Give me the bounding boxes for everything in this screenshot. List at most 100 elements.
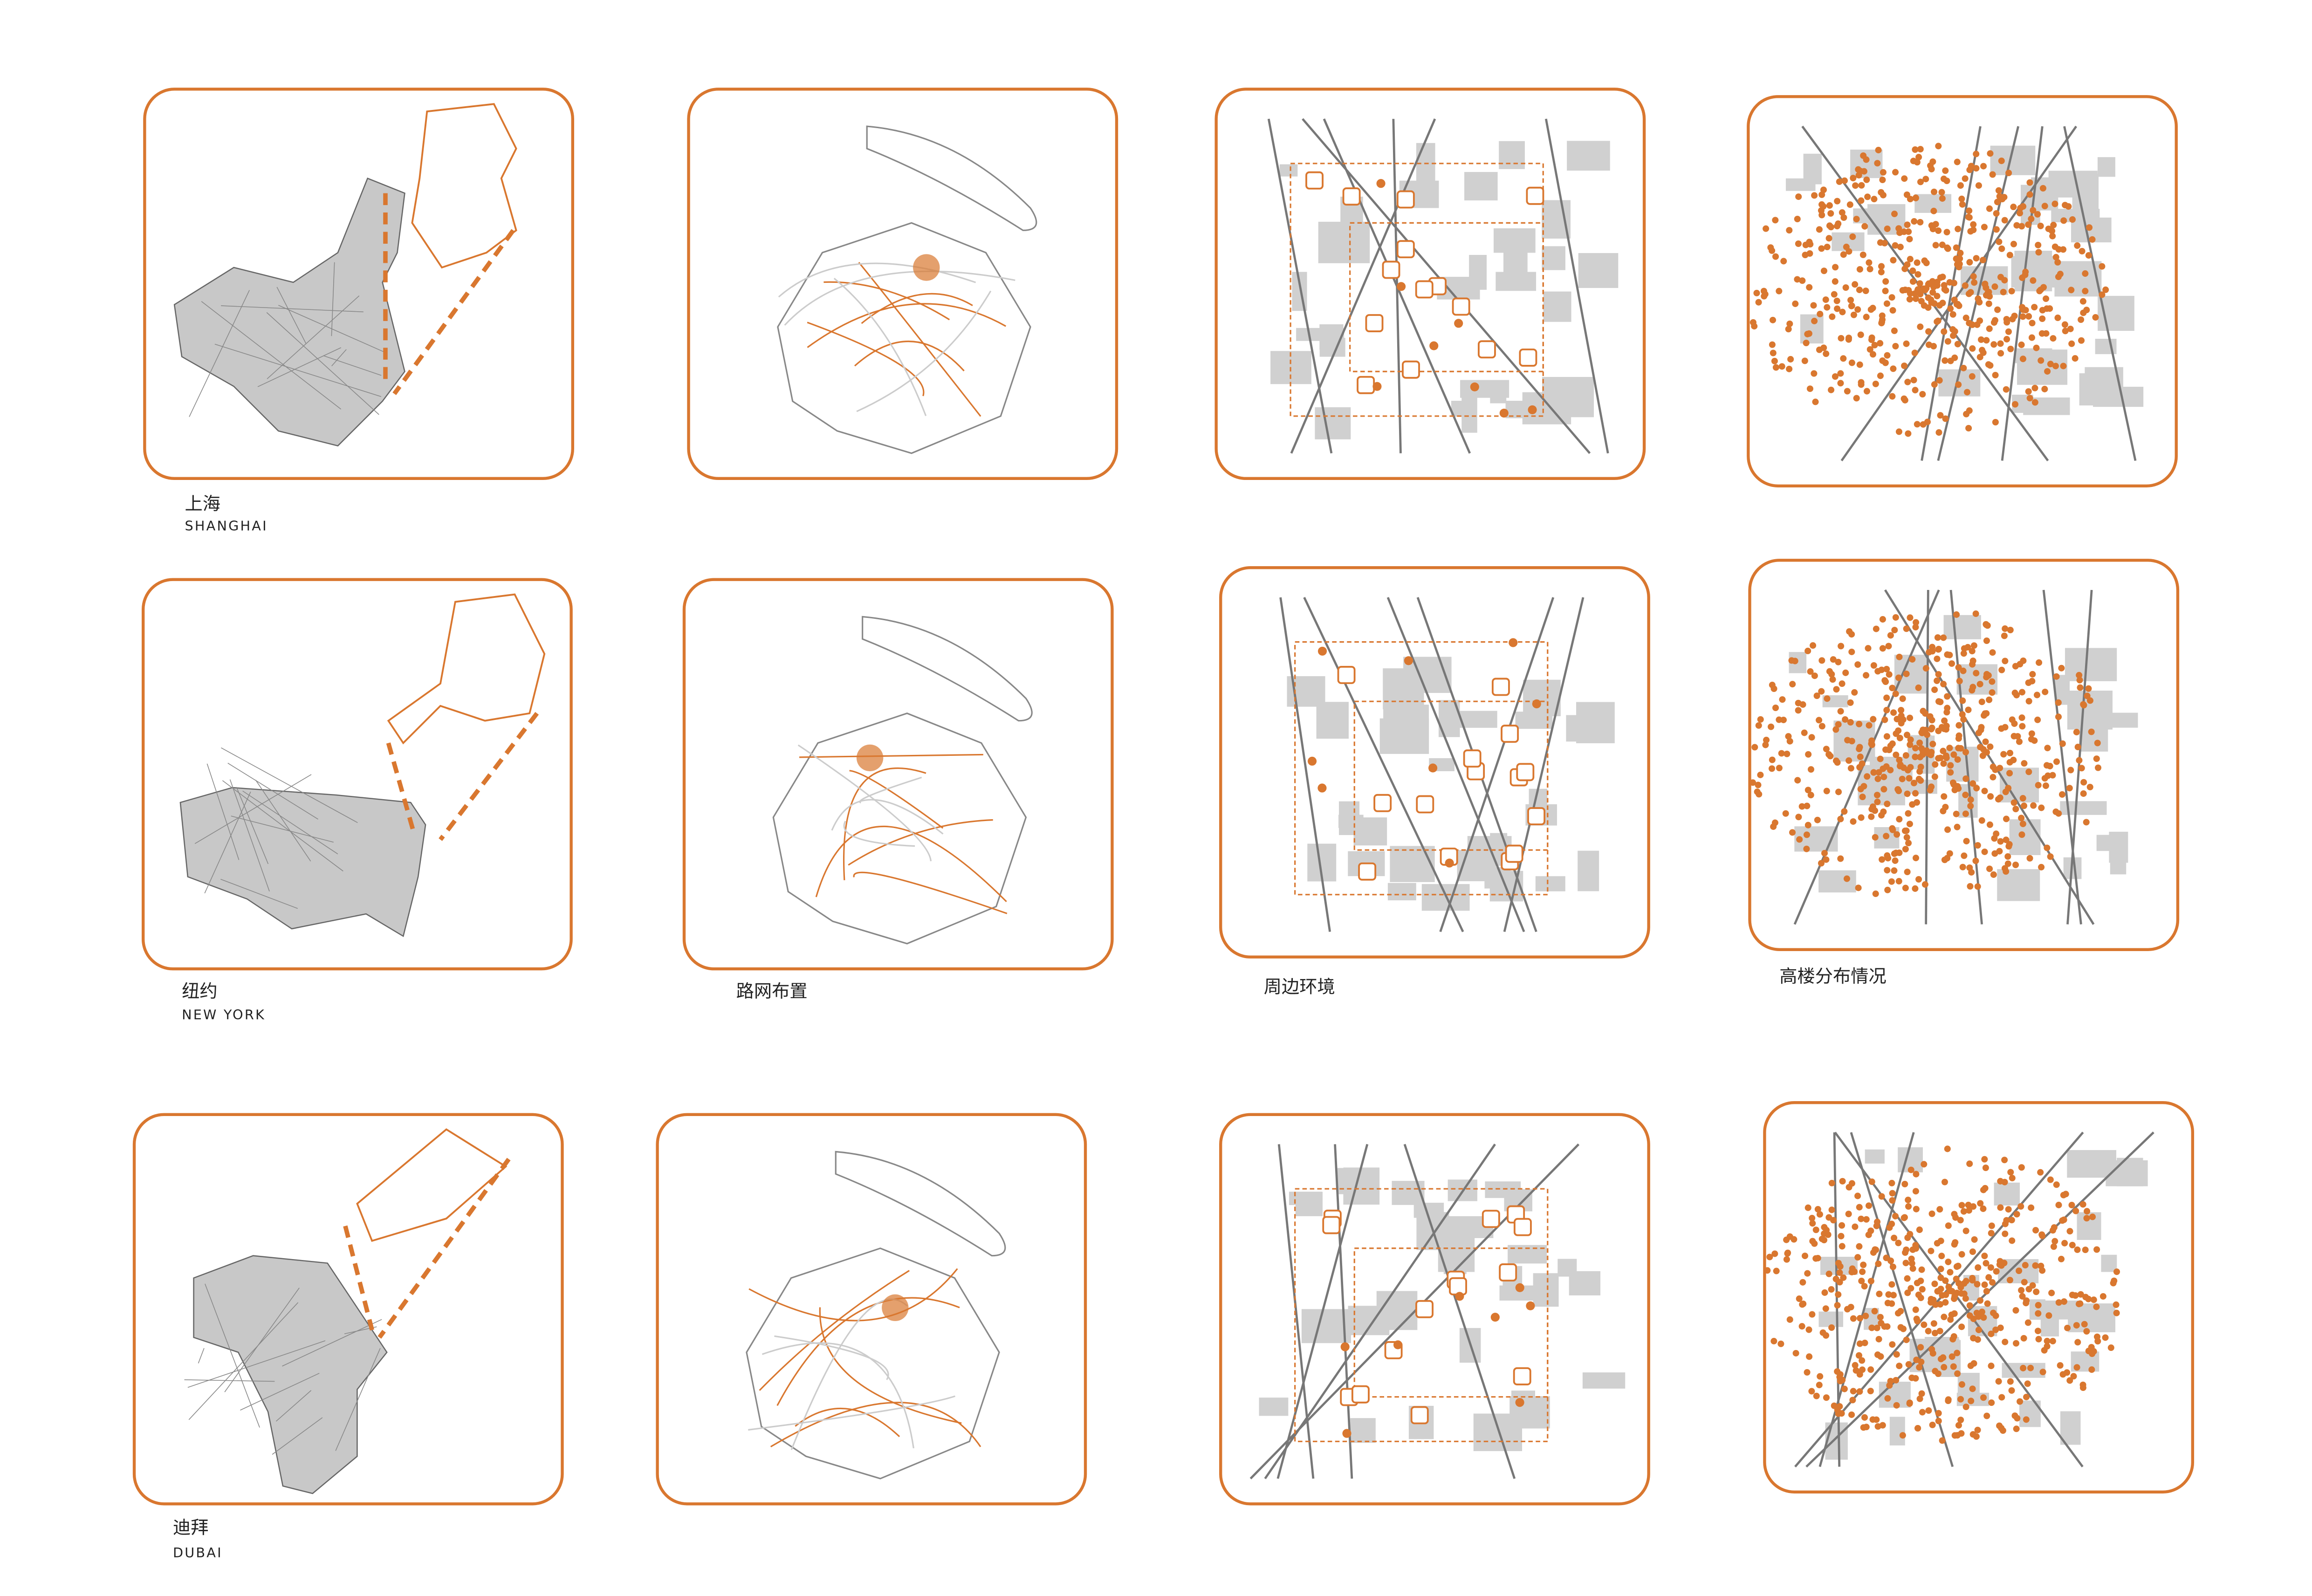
node <box>1509 638 1518 647</box>
building-dot <box>1998 158 2005 164</box>
poi-icon <box>1357 376 1375 394</box>
building-dot <box>2019 313 2026 320</box>
building-dot <box>2049 772 2056 779</box>
building-dot <box>2059 740 2066 747</box>
building-dot <box>1880 169 1887 176</box>
building-dot <box>1949 311 1956 318</box>
building-dot <box>1770 1338 1777 1345</box>
building-dot <box>1773 1267 1780 1274</box>
building-dot <box>2019 821 2026 828</box>
building-dot <box>1861 1414 1868 1421</box>
building-dot <box>1935 1418 1942 1425</box>
building-dot <box>1814 1254 1821 1261</box>
building-dot <box>1870 716 1877 723</box>
building-dot <box>2008 1387 2015 1394</box>
building-dot <box>1847 1303 1854 1311</box>
building-dot <box>1928 1210 1935 1217</box>
building-dot <box>1903 340 1910 347</box>
building-dot <box>1836 178 1843 185</box>
building-dot <box>1804 1369 1811 1376</box>
node <box>1342 1429 1352 1438</box>
row-label-cn: 上海 <box>185 493 220 514</box>
building-dot <box>1989 678 1996 685</box>
building-dot <box>1993 1268 2000 1275</box>
building-dot <box>2077 684 2084 691</box>
building-dot <box>1942 1299 1949 1306</box>
poi-icon <box>1499 1263 1517 1282</box>
building-dot <box>1918 1266 1925 1273</box>
building-dot <box>2038 804 2045 811</box>
building-dot <box>2020 306 2027 313</box>
building-dot <box>1909 267 1916 274</box>
building-dot <box>1974 1426 1981 1433</box>
building-dot <box>1816 717 1823 724</box>
building-dot <box>1937 1266 1944 1273</box>
poi-icon <box>1365 314 1384 333</box>
building-dot <box>1895 225 1902 232</box>
building-dot <box>1891 850 1898 857</box>
building-dot <box>1958 1202 1965 1209</box>
building-dot <box>1891 867 1898 874</box>
building-dot <box>2006 749 2014 757</box>
main-road <box>1403 1144 1516 1479</box>
building-dot <box>1884 801 1891 808</box>
building-dot <box>1960 716 1967 723</box>
region-border <box>229 779 270 892</box>
building-dot <box>1935 646 1942 653</box>
block <box>1542 246 1565 270</box>
building-dot <box>1955 722 1962 729</box>
building-dot <box>1823 856 1830 863</box>
building-dot <box>1935 429 1942 436</box>
region-border <box>240 1373 320 1411</box>
building-dot <box>1806 385 1813 392</box>
building-dot <box>1960 1208 1967 1215</box>
building-dot <box>1972 610 1979 617</box>
building-dot <box>1958 1381 1965 1388</box>
poi-icon <box>1396 190 1415 209</box>
building-dot <box>1955 1262 1962 1269</box>
building-dot <box>1942 287 1949 294</box>
building-dot <box>1840 355 1847 362</box>
building-dot <box>1936 377 1943 384</box>
building-dot <box>2079 247 2086 254</box>
building-dot <box>1903 671 1910 678</box>
road <box>843 767 926 880</box>
building-dot <box>1794 276 1801 283</box>
map-panel <box>656 1113 1087 1506</box>
building-dot <box>1864 193 1871 200</box>
building-dot <box>1825 235 1832 242</box>
building-dot <box>1907 1285 1914 1292</box>
building-dot <box>1848 631 1855 638</box>
block <box>1569 1271 1601 1295</box>
building-dot <box>1953 244 1960 251</box>
column-label: 高楼分布情况 <box>1779 966 1887 987</box>
building-dot <box>1845 1211 1852 1218</box>
building-dot <box>2035 1310 2042 1317</box>
building-dot <box>2003 836 2010 843</box>
building-dot <box>1917 146 1924 153</box>
building-dot <box>2069 216 2076 223</box>
building-dot <box>1884 1395 1891 1402</box>
building-dot <box>2102 286 2109 293</box>
building-dot <box>1795 814 1802 821</box>
building-dot <box>2010 240 2017 247</box>
building-dot <box>1872 380 1879 387</box>
building-dot <box>1879 1422 1886 1429</box>
building-dot <box>1835 1291 1842 1298</box>
building-dot <box>1826 222 1833 229</box>
influence-range <box>1353 1247 1549 1398</box>
building-dot <box>2002 1338 2009 1345</box>
building-dot <box>2058 791 2065 798</box>
row-label-en: NEW YORK <box>182 1007 266 1023</box>
building-dot <box>2113 1268 2120 1275</box>
building-dot <box>1863 672 1870 679</box>
building-dot <box>1909 656 1916 663</box>
node <box>1499 408 1509 418</box>
building-dot <box>1858 381 1865 388</box>
building-dot <box>2025 1286 2032 1293</box>
main-road <box>1884 589 2095 925</box>
building-dot <box>1906 821 1913 828</box>
building-dot <box>2059 1217 2066 1224</box>
building-dot <box>2018 689 2026 696</box>
